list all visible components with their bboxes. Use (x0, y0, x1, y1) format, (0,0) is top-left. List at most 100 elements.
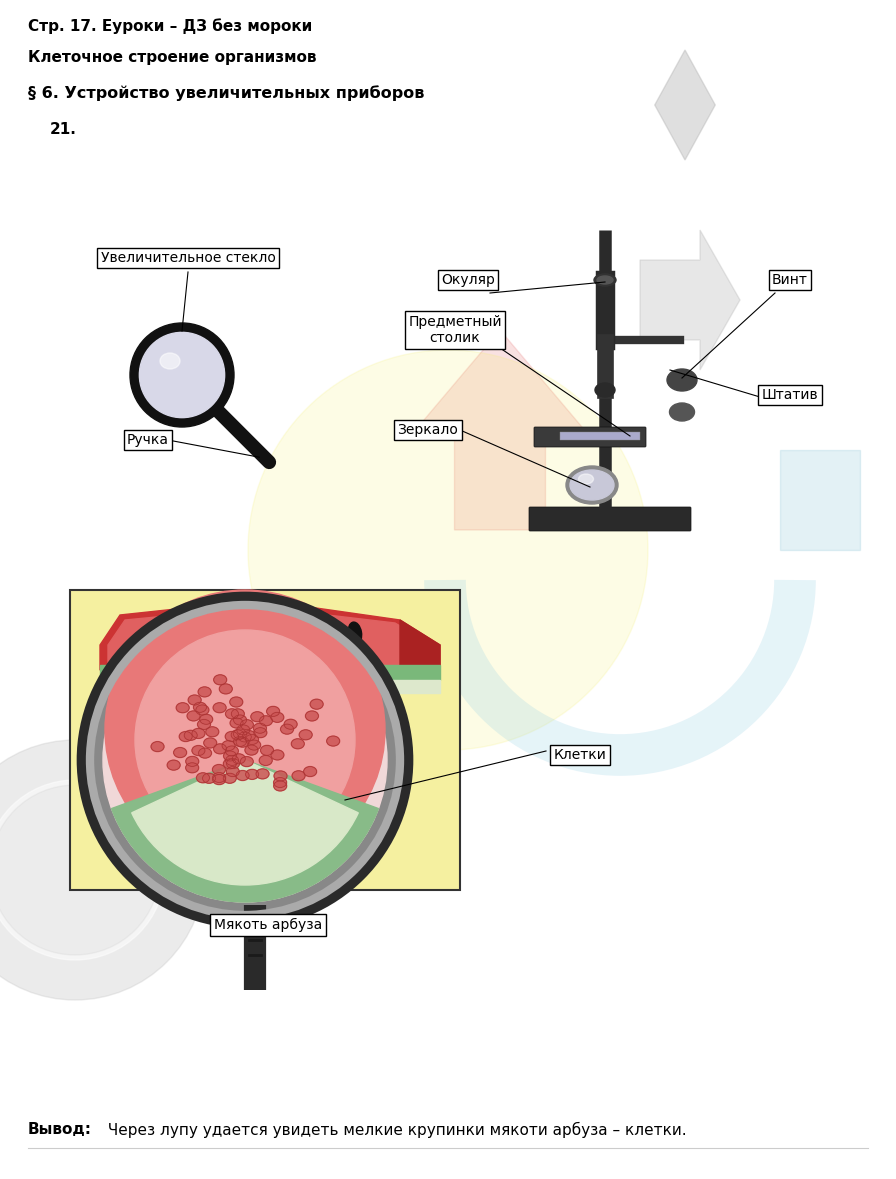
Ellipse shape (160, 353, 180, 369)
Ellipse shape (236, 737, 249, 747)
Ellipse shape (306, 711, 318, 722)
Ellipse shape (206, 726, 219, 737)
Circle shape (90, 605, 400, 915)
Polygon shape (640, 230, 740, 370)
Ellipse shape (292, 771, 305, 780)
Text: Зеркало: Зеркало (398, 423, 459, 437)
Text: 21.: 21. (50, 121, 77, 137)
Ellipse shape (213, 744, 227, 753)
Ellipse shape (246, 735, 259, 744)
Ellipse shape (579, 474, 593, 485)
Ellipse shape (280, 724, 294, 735)
Ellipse shape (231, 730, 244, 740)
Ellipse shape (232, 753, 246, 764)
Ellipse shape (174, 747, 186, 758)
Ellipse shape (226, 756, 238, 765)
Ellipse shape (291, 739, 305, 749)
Text: Предметный
столик: Предметный столик (409, 315, 502, 345)
Ellipse shape (168, 624, 182, 646)
Text: Увеличительное стекло: Увеличительное стекло (100, 251, 275, 265)
Ellipse shape (229, 697, 243, 707)
Ellipse shape (327, 736, 340, 746)
Ellipse shape (192, 729, 205, 738)
Ellipse shape (667, 369, 697, 391)
Ellipse shape (185, 730, 197, 740)
FancyBboxPatch shape (534, 427, 646, 447)
Text: Ручка: Ручка (127, 433, 169, 447)
Polygon shape (100, 680, 440, 693)
Polygon shape (108, 607, 432, 665)
Ellipse shape (260, 716, 272, 726)
Ellipse shape (254, 727, 267, 738)
Ellipse shape (220, 684, 232, 694)
FancyBboxPatch shape (529, 507, 691, 531)
Circle shape (85, 600, 405, 920)
Ellipse shape (200, 714, 212, 724)
Ellipse shape (271, 750, 284, 760)
Polygon shape (400, 620, 440, 670)
Text: Стр. 17. Еуроки – ДЗ без мороки: Стр. 17. Еуроки – ДЗ без мороки (28, 18, 312, 34)
Ellipse shape (597, 276, 613, 284)
Ellipse shape (197, 719, 211, 730)
Ellipse shape (179, 731, 193, 742)
Ellipse shape (273, 777, 287, 788)
Ellipse shape (349, 623, 362, 644)
Polygon shape (655, 50, 715, 160)
Polygon shape (780, 450, 860, 549)
Ellipse shape (234, 737, 246, 746)
Ellipse shape (223, 773, 237, 783)
Ellipse shape (227, 758, 239, 769)
Ellipse shape (151, 742, 164, 751)
Circle shape (0, 785, 160, 955)
Ellipse shape (237, 725, 250, 735)
Ellipse shape (237, 771, 249, 780)
Ellipse shape (213, 674, 227, 685)
Ellipse shape (259, 756, 272, 765)
Ellipse shape (263, 619, 277, 641)
Ellipse shape (185, 757, 199, 766)
Ellipse shape (202, 773, 216, 783)
Ellipse shape (231, 709, 245, 719)
Ellipse shape (225, 731, 238, 742)
Ellipse shape (234, 714, 246, 725)
Text: Через лупу удается увидеть мелкие крупинки мякоти арбуза – клетки.: Через лупу удается увидеть мелкие крупин… (103, 1122, 686, 1138)
Wedge shape (132, 760, 358, 885)
Polygon shape (416, 330, 584, 531)
Text: Штатив: Штатив (762, 388, 818, 402)
Ellipse shape (196, 705, 209, 714)
Wedge shape (112, 760, 378, 902)
Circle shape (130, 323, 234, 427)
Polygon shape (100, 600, 440, 670)
Ellipse shape (196, 772, 210, 783)
Polygon shape (100, 665, 440, 680)
Ellipse shape (223, 759, 237, 769)
Circle shape (140, 332, 225, 417)
Text: Окуляр: Окуляр (441, 274, 495, 286)
Circle shape (0, 740, 205, 1000)
Ellipse shape (274, 771, 287, 780)
Circle shape (248, 350, 648, 750)
FancyBboxPatch shape (560, 432, 640, 440)
Ellipse shape (254, 723, 266, 733)
Ellipse shape (188, 694, 201, 705)
Ellipse shape (669, 403, 694, 421)
FancyBboxPatch shape (70, 590, 460, 890)
Ellipse shape (271, 712, 284, 723)
Ellipse shape (245, 745, 258, 755)
Ellipse shape (251, 712, 263, 722)
Circle shape (105, 590, 385, 870)
Circle shape (135, 630, 355, 850)
Ellipse shape (273, 780, 287, 791)
Circle shape (0, 780, 165, 960)
Ellipse shape (213, 703, 226, 713)
Ellipse shape (226, 709, 238, 719)
Ellipse shape (222, 740, 235, 751)
Ellipse shape (187, 711, 200, 720)
Ellipse shape (212, 775, 226, 784)
Text: § 6. Устройство увеличительных приборов: § 6. Устройство увеличительных приборов (28, 85, 425, 100)
Text: Клеточное строение организмов: Клеточное строение организмов (28, 50, 316, 65)
Ellipse shape (227, 766, 239, 777)
Ellipse shape (212, 772, 226, 783)
Ellipse shape (299, 730, 312, 739)
Text: Вывод:: Вывод: (28, 1122, 92, 1138)
